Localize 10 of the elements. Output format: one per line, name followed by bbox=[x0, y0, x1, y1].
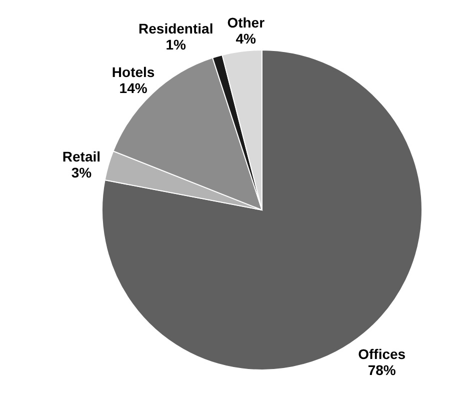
slice-label: Other bbox=[227, 14, 266, 30]
data-label: 1% bbox=[166, 36, 187, 52]
data-label: 14% bbox=[119, 80, 148, 96]
slice-label: Hotels bbox=[112, 64, 155, 80]
slice-label: Retail bbox=[62, 148, 101, 165]
slice-label: Residential bbox=[138, 20, 214, 36]
slice-label: Offices bbox=[358, 346, 406, 362]
data-label: 4% bbox=[236, 30, 257, 46]
data-label: 3% bbox=[71, 164, 92, 181]
data-label: 78% bbox=[368, 362, 396, 378]
